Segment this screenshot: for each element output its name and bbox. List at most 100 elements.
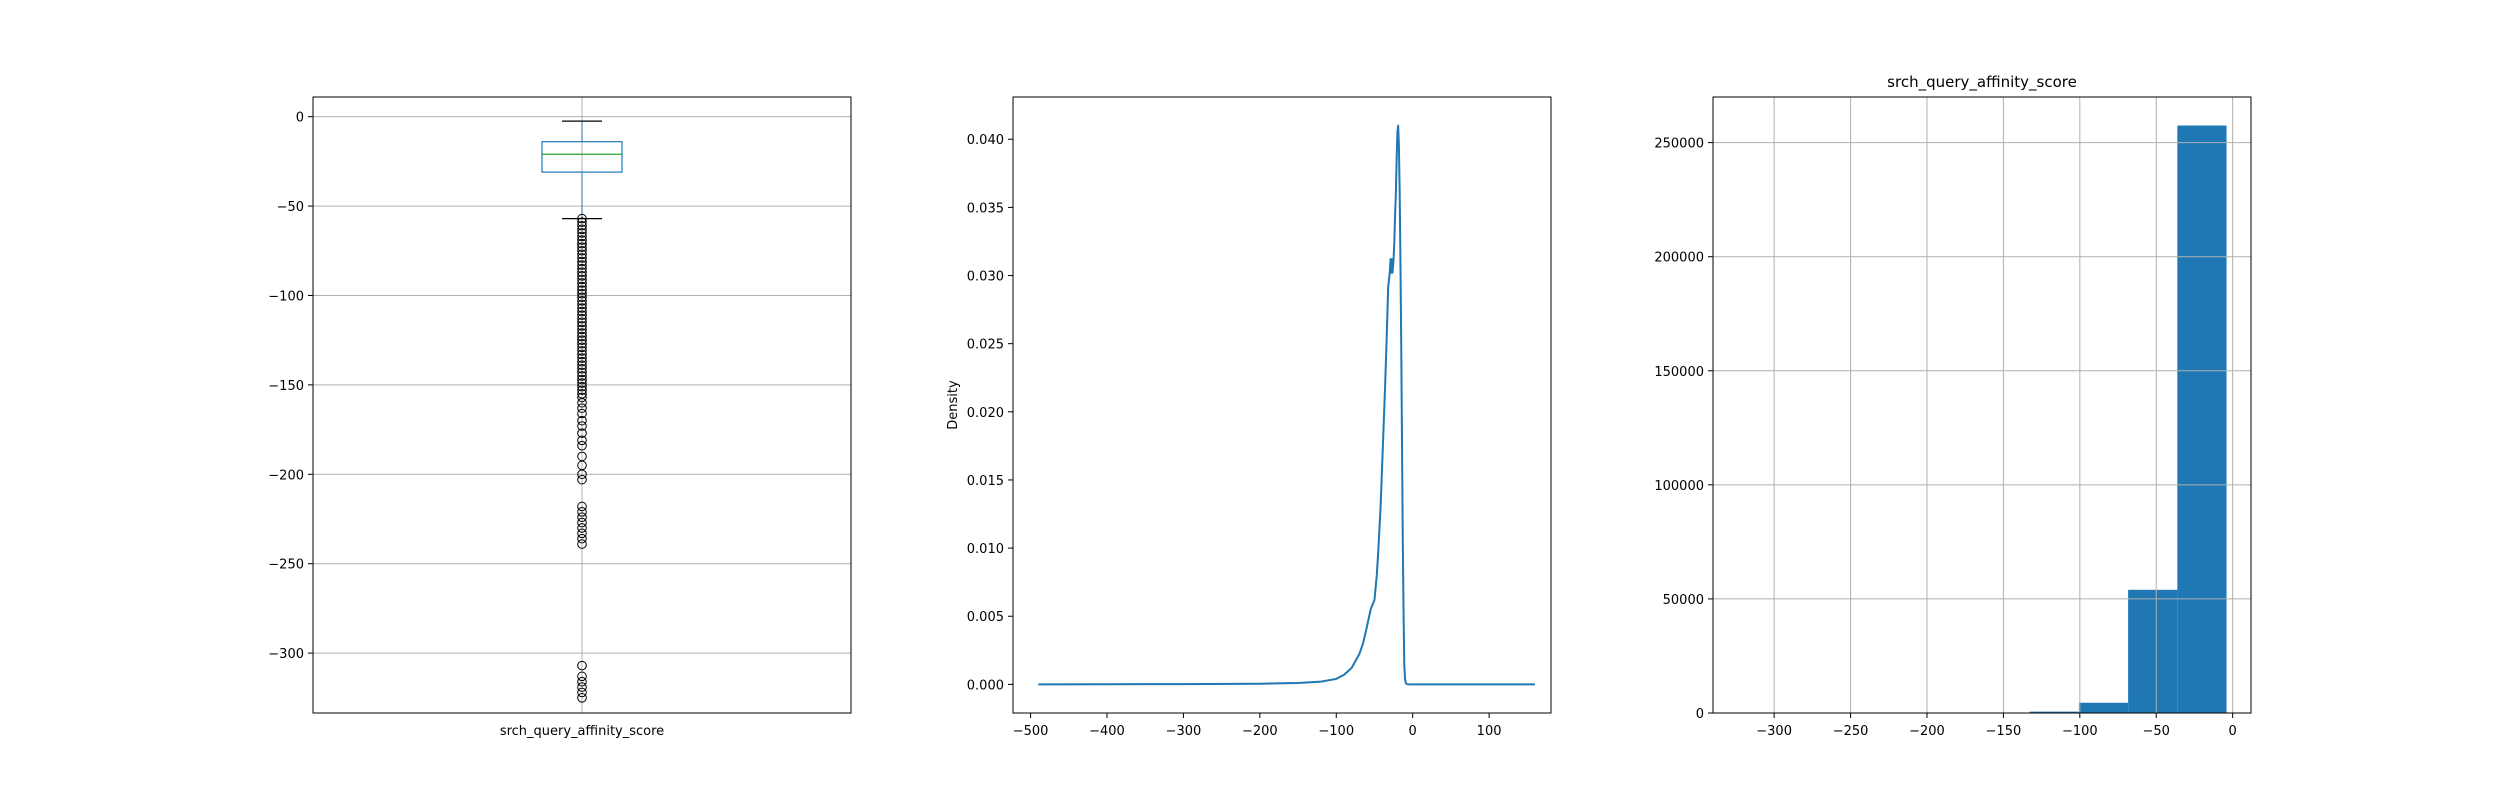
boxplot-outlier — [577, 249, 587, 260]
boxplot-outlier — [577, 671, 587, 682]
histogram-x-tick-label: −100 — [2062, 724, 2098, 739]
boxplot-outlier — [577, 682, 587, 692]
boxplot-box — [541, 141, 623, 173]
boxplot-outlier — [577, 306, 587, 317]
boxplot-y-tick-label: 0 — [296, 111, 304, 126]
boxplot-outlier — [577, 321, 587, 331]
boxplot-y-tick-label: −100 — [268, 289, 304, 304]
histogram-x-tick-label: −50 — [2143, 724, 2170, 739]
histogram-title: srch_query_affinity_score — [1887, 73, 2077, 92]
boxplot-outlier — [577, 228, 587, 238]
boxplot-outlier — [577, 428, 587, 438]
boxplot-outlier — [577, 238, 587, 249]
boxplot-outlier — [577, 271, 587, 281]
boxplot-outlier — [577, 313, 587, 324]
boxplot-outlier — [577, 371, 587, 381]
boxplot-outlier — [577, 292, 587, 303]
boxplot-outlier — [577, 324, 587, 335]
density-x-tick-label: −500 — [1013, 724, 1049, 739]
density-y-tick-label: 0.020 — [967, 406, 1004, 421]
histogram-x-tick-label: −150 — [1986, 724, 2022, 739]
boxplot-outlier — [577, 435, 587, 446]
density-y-tick-label: 0.000 — [967, 678, 1004, 693]
boxplot-outlier — [577, 403, 587, 413]
boxplot-marks — [541, 120, 623, 703]
boxplot-y-ticks: 0 −50 −100 −150 −200 −250 −300 — [268, 111, 313, 662]
boxplot-outlier — [577, 263, 587, 274]
density-frame — [1012, 96, 1552, 714]
boxplot-outlier — [577, 296, 587, 306]
boxplot-y-tick-label: −150 — [268, 379, 304, 394]
histogram-y-tick-label: 200000 — [1654, 251, 1704, 266]
boxplot-outlier — [577, 335, 587, 345]
histogram-bar — [2029, 711, 2079, 713]
histogram-x-tick-label: −300 — [1756, 724, 1792, 739]
boxplot-y-tick-label: −200 — [268, 468, 304, 483]
boxplot-outlier — [577, 281, 587, 292]
boxplot-outlier — [577, 363, 587, 374]
boxplot-outlier — [577, 217, 587, 227]
boxplot-outlier — [577, 299, 587, 310]
density-y-tick-label: 0.025 — [967, 338, 1004, 353]
boxplot-outlier — [577, 274, 587, 285]
boxplot-outlier — [577, 342, 587, 353]
density-y-tick-label: 0.015 — [967, 474, 1004, 489]
boxplot-outlier — [577, 360, 587, 371]
boxplot-outlier — [577, 517, 587, 528]
boxplot-outlier — [577, 378, 587, 388]
boxplot-outlier — [577, 317, 587, 328]
histogram-y-ticks: 0 50000 100000 150000 200000 250000 — [1654, 137, 1713, 722]
boxplot-y-tick-label: −50 — [277, 200, 304, 215]
boxplot-outlier — [577, 346, 587, 356]
density-y-tick-label: 0.040 — [967, 133, 1004, 148]
density-x-tick-label: −100 — [1318, 724, 1354, 739]
boxplot-outlier — [577, 533, 587, 544]
boxplot-outlier — [577, 397, 587, 408]
density-x-tick-label: −300 — [1166, 724, 1202, 739]
boxplot-outlier — [577, 507, 587, 517]
histogram-bar — [2078, 702, 2129, 713]
boxplot-outlier — [577, 288, 587, 299]
density-y-tick-label: 0.010 — [967, 542, 1004, 557]
density-y-tick-label: 0.005 — [967, 610, 1004, 625]
histogram-bar — [2128, 589, 2178, 713]
histogram-panel: −300 −250 −200 −150 −100 −50 0 0 50000 100000 150… — [1654, 73, 2252, 739]
boxplot-outlier — [577, 253, 587, 263]
boxplot-outlier — [577, 245, 587, 256]
density-marks — [1038, 124, 1535, 686]
histogram-x-tick-label: 0 — [2229, 724, 2237, 739]
density-x-tick-label: −400 — [1089, 724, 1125, 739]
boxplot-outlier — [577, 512, 587, 523]
boxplot-outlier — [577, 356, 587, 367]
boxplot-outlier — [577, 367, 587, 378]
boxplot-outlier — [577, 408, 587, 419]
density-series-line — [1038, 124, 1535, 686]
boxplot-outlier — [577, 523, 587, 533]
boxplot-outlier — [577, 349, 587, 360]
boxplot-outlier — [577, 256, 587, 267]
boxplot-outlier — [577, 267, 587, 278]
boxplot-outlier — [577, 353, 587, 363]
density-y-tick-label: 0.030 — [967, 270, 1004, 285]
histogram-x-tick-label: −250 — [1833, 724, 1869, 739]
density-x-ticks: −500 −400 −300 −200 −100 0 100 — [1013, 713, 1502, 739]
boxplot-outlier — [577, 381, 587, 392]
boxplot-outlier — [577, 235, 587, 245]
histogram-y-tick-label: 100000 — [1654, 479, 1704, 494]
boxplot-xlabel: srch_query_affinity_score — [500, 724, 664, 739]
histogram-y-tick-label: 50000 — [1663, 593, 1704, 608]
boxplot-outlier — [577, 242, 587, 253]
boxplot-outlier — [577, 338, 587, 349]
histogram-frame — [1712, 96, 2252, 714]
density-y-tick-label: 0.035 — [967, 201, 1004, 216]
histogram-x-ticks: −300 −250 −200 −150 −100 −50 0 — [1756, 713, 2237, 739]
boxplot-outlier — [577, 528, 587, 539]
boxplot-panel: 0 −50 −100 −150 −200 −250 −300 srch_query_affi… — [268, 96, 852, 739]
histogram-marks — [1734, 125, 2227, 714]
boxplot-outlier — [577, 693, 587, 703]
boxplot-frame — [312, 96, 852, 714]
boxplot-y-tick-label: −300 — [268, 647, 304, 662]
density-panel: −500 −400 −300 −200 −100 0 100 0.000 0.005 0.010… — [946, 96, 1552, 739]
